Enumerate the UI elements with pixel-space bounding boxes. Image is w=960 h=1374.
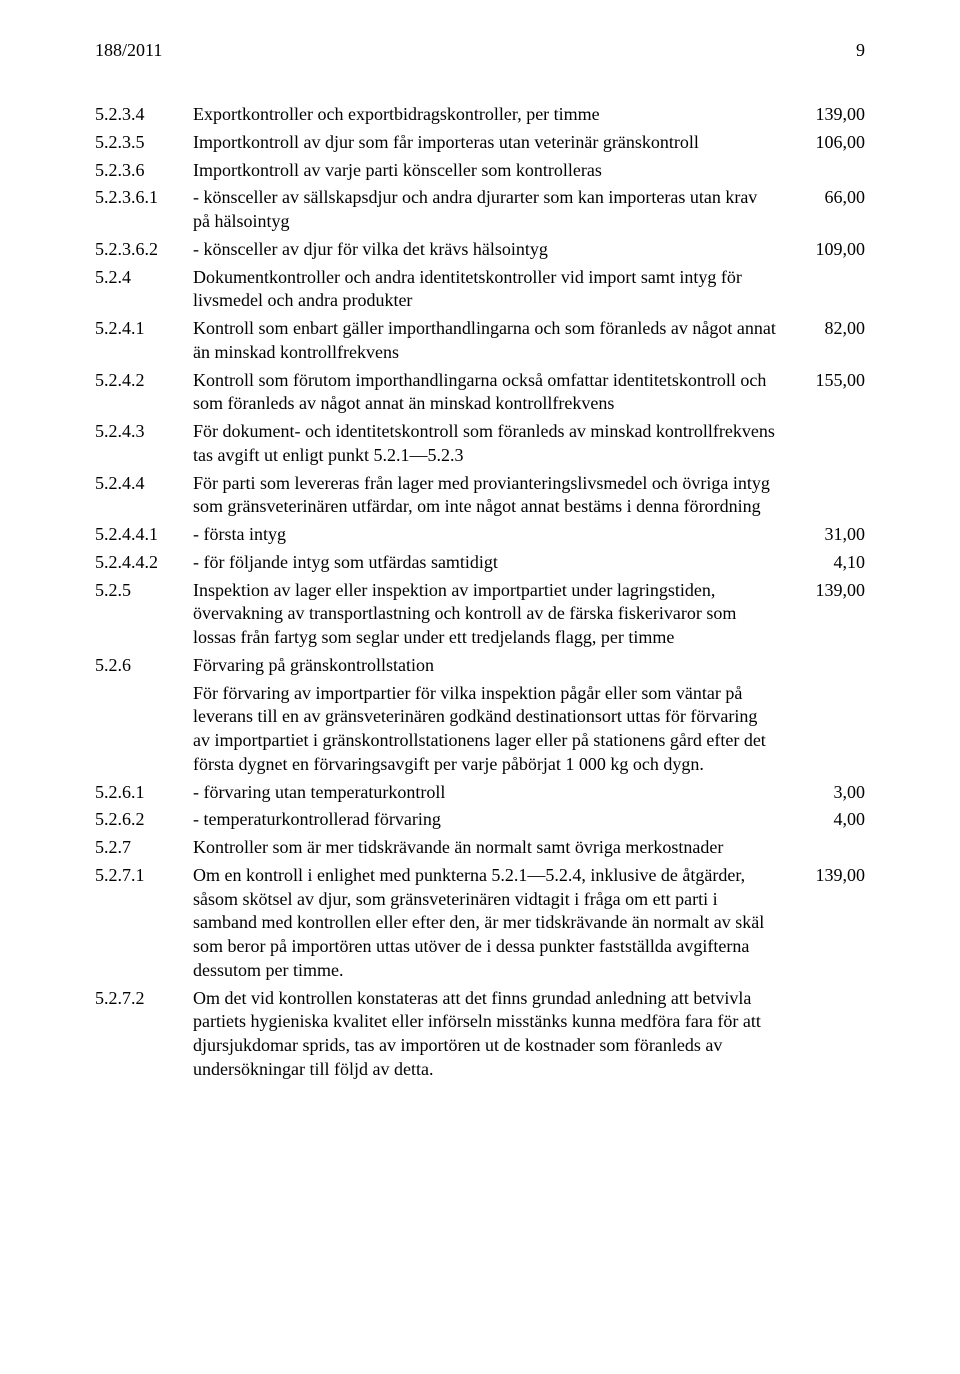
- row-number: 5.2.4.2: [95, 369, 193, 393]
- list-row: 5.2.4.1Kontroll som enbart gäller import…: [95, 317, 865, 365]
- list-row: 5.2.4.4.2- för följande intyg som utfärd…: [95, 551, 865, 575]
- list-row: 5.2.7.1Om en kontroll i enlighet med pun…: [95, 864, 865, 983]
- row-text: - könsceller av djur för vilka det krävs…: [193, 238, 793, 262]
- row-number: 5.2.4.4.2: [95, 551, 193, 575]
- row-amount: 66,00: [793, 186, 865, 210]
- row-text: - könsceller av sällskapsdjur och andra …: [193, 186, 793, 234]
- row-text: Om en kontroll i enlighet med punkterna …: [193, 864, 793, 983]
- list-row: 5.2.4.2Kontroll som förutom importhandli…: [95, 369, 865, 417]
- row-number: 5.2.4.4: [95, 472, 193, 496]
- row-amount: 109,00: [793, 238, 865, 262]
- list-row: 5.2.3.6.1- könsceller av sällskapsdjur o…: [95, 186, 865, 234]
- row-number: 5.2.4: [95, 266, 193, 290]
- row-text: Importkontroll av djur som får importera…: [193, 131, 793, 155]
- row-text: Exportkontroller och exportbidragskontro…: [193, 103, 793, 127]
- list-row: 5.2.5Inspektion av lager eller inspektio…: [95, 579, 865, 650]
- row-number: 5.2.3.6.2: [95, 238, 193, 262]
- row-number: 5.2.7.1: [95, 864, 193, 888]
- list-row: 5.2.7Kontroller som är mer tidskrävande …: [95, 836, 865, 860]
- row-amount: 3,00: [793, 781, 865, 805]
- list-row: 5.2.3.6Importkontroll av varje parti kön…: [95, 159, 865, 183]
- list-row: 5.2.3.6.2- könsceller av djur för vilka …: [95, 238, 865, 262]
- row-amount: 139,00: [793, 579, 865, 603]
- header-page-number: 9: [856, 40, 865, 61]
- row-amount: 139,00: [793, 864, 865, 888]
- list-row: 5.2.4Dokumentkontroller och andra identi…: [95, 266, 865, 314]
- row-text: Importkontroll av varje parti könsceller…: [193, 159, 793, 183]
- page-header: 188/2011 9: [95, 40, 865, 61]
- row-text: Förvaring på gränskontrollstation: [193, 654, 793, 678]
- list-row: För förvaring av importpartier för vilka…: [95, 682, 865, 777]
- list-row: 5.2.4.3För dokument- och identitetskontr…: [95, 420, 865, 468]
- row-amount: 82,00: [793, 317, 865, 341]
- list-row: 5.2.3.4Exportkontroller och exportbidrag…: [95, 103, 865, 127]
- row-number: 5.2.7: [95, 836, 193, 860]
- row-number: 5.2.3.6.1: [95, 186, 193, 210]
- row-number: 5.2.4.4.1: [95, 523, 193, 547]
- document-page: 188/2011 9 5.2.3.4Exportkontroller och e…: [0, 0, 960, 1374]
- row-number: 5.2.6: [95, 654, 193, 678]
- row-amount: 31,00: [793, 523, 865, 547]
- list-row: 5.2.7.2Om det vid kontrollen konstateras…: [95, 987, 865, 1082]
- row-amount: 4,10: [793, 551, 865, 575]
- list-row: 5.2.3.5Importkontroll av djur som får im…: [95, 131, 865, 155]
- row-number: 5.2.6.2: [95, 808, 193, 832]
- row-text: - för följande intyg som utfärdas samtid…: [193, 551, 793, 575]
- row-text: - första intyg: [193, 523, 793, 547]
- row-number: 5.2.4.1: [95, 317, 193, 341]
- header-doc-number: 188/2011: [95, 40, 162, 61]
- row-text: Kontroller som är mer tidskrävande än no…: [193, 836, 793, 860]
- row-number: 5.2.4.3: [95, 420, 193, 444]
- row-amount: 106,00: [793, 131, 865, 155]
- row-text: För förvaring av importpartier för vilka…: [193, 682, 793, 777]
- row-text: Kontroll som förutom importhandlingarna …: [193, 369, 793, 417]
- list-row: 5.2.6.1- förvaring utan temperaturkontro…: [95, 781, 865, 805]
- row-text: - temperaturkontrollerad förvaring: [193, 808, 793, 832]
- row-text: För parti som levereras från lager med p…: [193, 472, 793, 520]
- list-row: 5.2.6Förvaring på gränskontrollstation: [95, 654, 865, 678]
- row-amount: 4,00: [793, 808, 865, 832]
- list-row: 5.2.6.2- temperaturkontrollerad förvarin…: [95, 808, 865, 832]
- row-number: 5.2.6.1: [95, 781, 193, 805]
- list-row: 5.2.4.4För parti som levereras från lage…: [95, 472, 865, 520]
- row-number: 5.2.7.2: [95, 987, 193, 1011]
- row-number: 5.2.3.4: [95, 103, 193, 127]
- row-amount: 139,00: [793, 103, 865, 127]
- row-number: 5.2.3.6: [95, 159, 193, 183]
- row-text: Om det vid kontrollen konstateras att de…: [193, 987, 793, 1082]
- content-list: 5.2.3.4Exportkontroller och exportbidrag…: [95, 103, 865, 1082]
- list-row: 5.2.4.4.1- första intyg31,00: [95, 523, 865, 547]
- row-amount: 155,00: [793, 369, 865, 393]
- row-text: Inspektion av lager eller inspektion av …: [193, 579, 793, 650]
- row-text: Kontroll som enbart gäller importhandlin…: [193, 317, 793, 365]
- row-text: För dokument- och identitetskontroll som…: [193, 420, 793, 468]
- row-number: 5.2.5: [95, 579, 193, 603]
- row-number: 5.2.3.5: [95, 131, 193, 155]
- row-text: - förvaring utan temperaturkontroll: [193, 781, 793, 805]
- row-text: Dokumentkontroller och andra identitetsk…: [193, 266, 793, 314]
